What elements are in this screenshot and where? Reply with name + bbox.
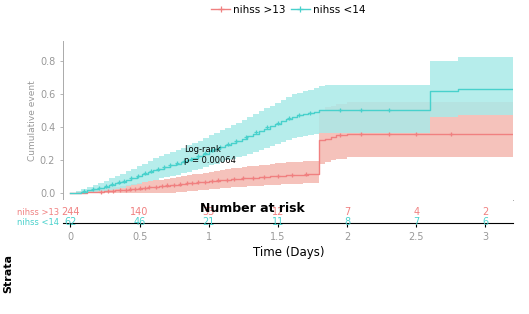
Text: 21: 21 <box>203 217 215 227</box>
Text: 140: 140 <box>130 208 149 218</box>
Text: 4: 4 <box>413 208 419 218</box>
Text: 8: 8 <box>344 217 350 227</box>
Text: Number at risk: Number at risk <box>200 202 305 215</box>
Text: nihss >13: nihss >13 <box>17 208 59 217</box>
Text: 12: 12 <box>272 208 284 218</box>
Text: 7: 7 <box>413 217 419 227</box>
Y-axis label: Cumulative event: Cumulative event <box>28 80 37 161</box>
Legend: nihss >13, nihss <14: nihss >13, nihss <14 <box>207 0 369 19</box>
Text: 244: 244 <box>61 208 80 218</box>
Text: Strata: Strata <box>3 254 13 293</box>
Text: Log-rank
p = 0.00064: Log-rank p = 0.00064 <box>184 145 236 165</box>
Text: 11: 11 <box>272 217 284 227</box>
X-axis label: Time (Days): Time (Days) <box>252 246 324 259</box>
Text: 6: 6 <box>482 217 488 227</box>
Text: 33: 33 <box>203 208 215 218</box>
Text: 7: 7 <box>344 208 350 218</box>
Text: nihss <14: nihss <14 <box>17 218 59 227</box>
Text: 2: 2 <box>482 208 489 218</box>
Text: 62: 62 <box>64 217 77 227</box>
Text: 46: 46 <box>133 217 145 227</box>
X-axis label: Time (Days): Time (Days) <box>263 220 314 229</box>
